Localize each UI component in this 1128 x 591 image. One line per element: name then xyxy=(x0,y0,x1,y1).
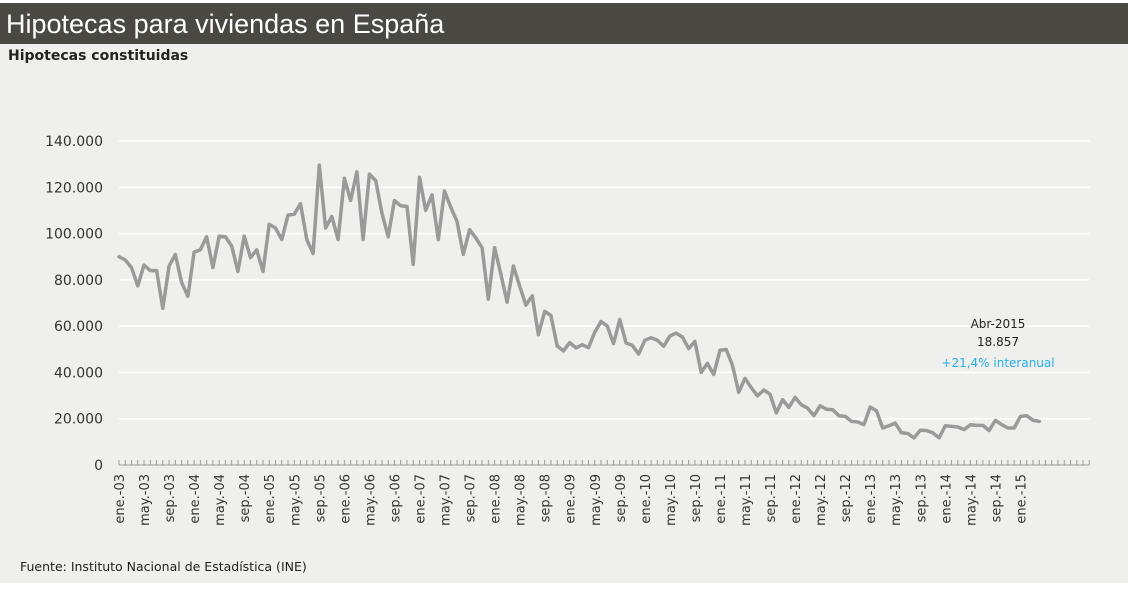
x-tick-label: ene.-03 xyxy=(113,474,128,524)
annotation-change: +21,4% interanual xyxy=(941,356,1054,370)
page-title: Hipotecas para viviendas en España xyxy=(6,9,445,39)
x-tick-label: ene.-06 xyxy=(338,474,353,524)
x-tick-label: sep.-09 xyxy=(614,474,629,522)
y-tick-label: 80.000 xyxy=(54,273,103,289)
y-tick-label: 60.000 xyxy=(54,319,103,335)
x-tick-label: sep.-14 xyxy=(989,474,1004,522)
x-tick-label: may.-09 xyxy=(589,474,604,526)
x-tick-label: ene.-08 xyxy=(489,474,504,524)
annotation-value: 18.857 xyxy=(977,335,1019,349)
x-tick-label: ene.-05 xyxy=(263,474,278,524)
source-note: Fuente: Instituto Nacional de Estadístic… xyxy=(20,559,307,574)
x-tick-label: may.-03 xyxy=(138,474,153,526)
y-tick-label: 100.000 xyxy=(45,227,103,243)
x-tick-label: may.-07 xyxy=(439,474,454,526)
x-tick-label: ene.-14 xyxy=(939,474,954,524)
y-tick-label: 120.000 xyxy=(45,180,103,196)
x-tick-label: sep.-06 xyxy=(388,474,403,522)
y-tick-label: 140.000 xyxy=(45,134,103,150)
y-tick-label: 20.000 xyxy=(54,412,103,428)
chart-title: Hipotecas constituidas xyxy=(8,48,189,64)
x-tick-label: may.-11 xyxy=(739,474,754,526)
x-tick-label: may.-08 xyxy=(514,474,529,526)
x-tick-label: ene.-10 xyxy=(639,474,654,524)
x-tick-label: ene.-04 xyxy=(188,474,203,524)
x-tick-label: sep.-04 xyxy=(238,474,253,522)
y-tick-label: 0 xyxy=(94,458,103,474)
x-tick-label: may.-12 xyxy=(814,474,829,526)
series-line xyxy=(117,163,1041,440)
title-bar: Hipotecas para viviendas en España xyxy=(0,3,1128,44)
x-tick-label: may.-04 xyxy=(213,474,228,526)
x-tick-label: may.-05 xyxy=(288,474,303,526)
x-tick-label: ene.-13 xyxy=(864,474,879,524)
x-tick-label: sep.-07 xyxy=(464,474,479,522)
x-tick-label: may.-13 xyxy=(889,474,904,526)
annotation-date: Abr-2015 xyxy=(971,317,1026,331)
x-tick-label: may.-06 xyxy=(363,474,378,526)
x-tick-label: ene.-12 xyxy=(789,474,804,524)
x-tick-label: ene.-11 xyxy=(714,474,729,524)
x-tick-label: ene.-15 xyxy=(1014,474,1029,524)
x-tick-label: sep.-13 xyxy=(914,474,929,522)
x-tick-label: sep.-05 xyxy=(313,474,328,522)
y-tick-label: 40.000 xyxy=(54,365,103,381)
x-tick-label: ene.-09 xyxy=(564,474,579,524)
x-tick-label: may.-14 xyxy=(964,474,979,526)
x-tick-label: sep.-03 xyxy=(163,474,178,522)
x-tick-label: sep.-12 xyxy=(839,474,854,522)
x-tick-label: ene.-07 xyxy=(413,474,428,524)
x-tick-label: sep.-08 xyxy=(539,474,554,522)
x-tick-label: sep.-11 xyxy=(764,474,779,522)
x-tick-label: may.-10 xyxy=(664,474,679,526)
x-tick-label: sep.-10 xyxy=(689,474,704,522)
